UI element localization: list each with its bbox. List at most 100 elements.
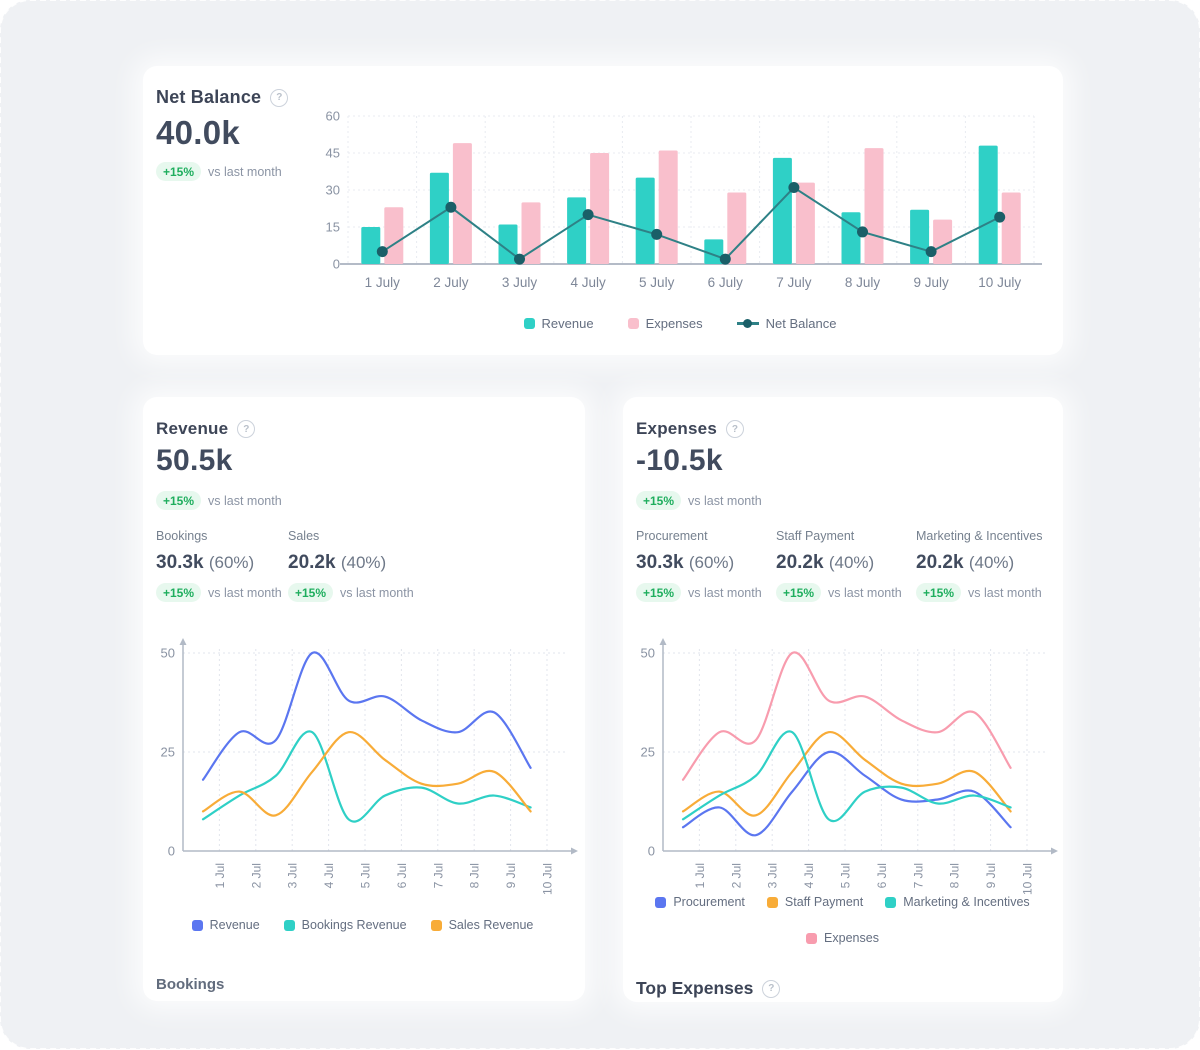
net-balance-header: Net Balance [156,87,289,108]
svg-text:6 July: 6 July [708,275,744,290]
breakdown-bookings: Bookings 30.3k (60%) +15% vs last month [156,529,288,602]
expenses-card: Expenses -10.5k +15% vs last month Procu… [623,397,1063,1002]
legend-swatch-icon [655,896,667,908]
delta-caption: vs last month [340,585,414,600]
breakdown-amount: 20.2k [776,552,824,573]
svg-text:15: 15 [326,220,340,235]
svg-text:10 Jul: 10 Jul [540,863,554,895]
help-icon[interactable] [725,420,744,438]
breakdown-delta-row: +15% vs last month [916,583,1064,602]
delta-caption: vs last month [208,164,282,179]
breakdown-sales: Sales 20.2k (40%) +15% vs last month [288,529,420,602]
legend-item-revenue[interactable]: Revenue [191,918,260,932]
help-icon[interactable] [270,88,289,107]
delta-badge: +15% [156,583,202,602]
delta-badge: +15% [776,583,822,602]
revenue-breakdown: Bookings 30.3k (60%) +15% vs last month … [156,529,420,602]
breakdown-procurement: Procurement 30.3k (60%) +15% vs last mon… [636,529,776,602]
svg-text:1 July: 1 July [365,275,401,290]
svg-text:4 Jul: 4 Jul [802,863,816,888]
revenue-value: 50.5k [156,444,233,477]
svg-text:5 Jul: 5 Jul [358,863,372,888]
breakdown-amount: 20.2k [288,552,336,573]
svg-text:25: 25 [641,745,655,760]
delta-badge: +15% [156,491,202,510]
top-expenses-heading-label: Top Expenses [636,978,754,998]
bookings-heading-label: Bookings [156,976,225,993]
svg-text:0: 0 [648,844,655,859]
legend-swatch-icon [283,919,295,931]
svg-text:9 Jul: 9 Jul [504,863,518,888]
svg-text:9 Jul: 9 Jul [984,863,998,888]
breakdown-share: (40%) [828,553,875,572]
revenue-header: Revenue [156,419,256,439]
legend-swatch-icon [885,896,897,908]
legend-item-expenses[interactable]: Expenses [806,931,879,945]
breakdown-value: 30.3k (60%) [636,552,776,574]
breakdown-delta-row: +15% vs last month [776,583,916,602]
breakdown-amount: 20.2k [916,552,964,573]
svg-text:3 July: 3 July [502,275,538,290]
revenue-title: Revenue [156,419,229,438]
expenses-breakdown: Procurement 30.3k (60%) +15% vs last mon… [636,529,1064,602]
svg-text:2 Jul: 2 Jul [729,863,743,888]
legend-swatch-icon [627,318,639,329]
breakdown-share: (40%) [968,553,1015,572]
revenue-chart: 0 25 50 1 Jul 2 Jul 3 Jul 4 Jul 5 Jul 6 Jul 7 Jul… [161,638,578,895]
legend-item-marketing-incentives[interactable]: Marketing & Incentives [885,895,1030,909]
expenses-chart: 0 25 50 1 Jul 2 Jul 3 Jul 4 Jul 5 Jul 6 Jul 7 Jul… [641,638,1058,895]
breakdown-label: Staff Payment [776,529,855,543]
revenue-legend: Revenue Bookings Revenue Sales Revenue [150,918,575,932]
breakdown-share: (60%) [688,553,735,572]
legend-label: Sales Revenue [448,918,534,932]
breakdown-delta-row: +15% vs last month [288,583,420,602]
legend-item-staff-payment[interactable]: Staff Payment [766,895,864,909]
svg-text:6 Jul: 6 Jul [395,863,409,888]
svg-text:4 July: 4 July [570,275,606,290]
delta-caption: vs last month [688,585,762,600]
legend-item-procurement[interactable]: Procurement [655,895,745,909]
help-icon[interactable] [237,420,256,438]
breakdown-value: 20.2k (40%) [288,552,420,574]
breakdown-label: Marketing & Incentives [916,529,1043,543]
legend-item-expenses[interactable]: Expenses [627,316,703,331]
expenses-delta-row: +15% vs last month [636,491,762,510]
breakdown-delta-row: +15% vs last month [156,583,288,602]
legend-label: Revenue [541,316,594,331]
svg-text:7 Jul: 7 Jul [911,863,925,888]
legend-label: Staff Payment [784,895,864,909]
breakdown-amount: 30.3k [636,552,684,573]
legend-item-sales-revenue[interactable]: Sales Revenue [430,918,534,932]
svg-text:3 Jul: 3 Jul [286,863,300,888]
expenses-title: Expenses [636,419,717,438]
legend-item-revenue[interactable]: Revenue [523,316,594,331]
svg-text:5 Jul: 5 Jul [838,863,852,888]
svg-text:9 July: 9 July [913,275,949,290]
expenses-legend: Procurement Staff Payment Marketing & Ince… [630,895,1055,945]
svg-text:2 Jul: 2 Jul [249,863,263,888]
legend-label: Expenses [824,931,879,945]
svg-text:0: 0 [168,844,175,859]
legend-label: Expenses [645,316,703,331]
svg-text:50: 50 [641,646,655,661]
breakdown-staff-payment: Staff Payment 20.2k (40%) +15% vs last m… [776,529,916,602]
breakdown-value: 20.2k (40%) [776,552,916,574]
svg-text:8 Jul: 8 Jul [468,863,482,888]
top-expenses-section-heading: Top Expenses [636,978,781,999]
net-balance-delta-row: +15% vs last month [156,162,282,181]
legend-swatch-icon [191,919,203,931]
legend-swatch-icon [523,318,535,329]
legend-item-bookings-revenue[interactable]: Bookings Revenue [283,918,407,932]
svg-text:1 Jul: 1 Jul [213,863,227,888]
legend-label: Procurement [673,895,745,909]
delta-caption: vs last month [968,585,1042,600]
svg-text:0: 0 [333,257,340,272]
net-balance-chart: 0 15 30 45 60 1 July 2 July 3 July 4 July 5 July 6… [326,109,1042,290]
legend-item-net-balance[interactable]: Net Balance [736,316,836,331]
net-balance-legend: Revenue Expenses Net Balance [300,316,1060,331]
help-icon[interactable] [762,979,781,998]
svg-text:3 Jul: 3 Jul [766,863,780,888]
delta-badge: +15% [156,162,202,181]
svg-text:5 July: 5 July [639,275,675,290]
revenue-card: Revenue 50.5k +15% vs last month Booking… [143,397,585,1001]
